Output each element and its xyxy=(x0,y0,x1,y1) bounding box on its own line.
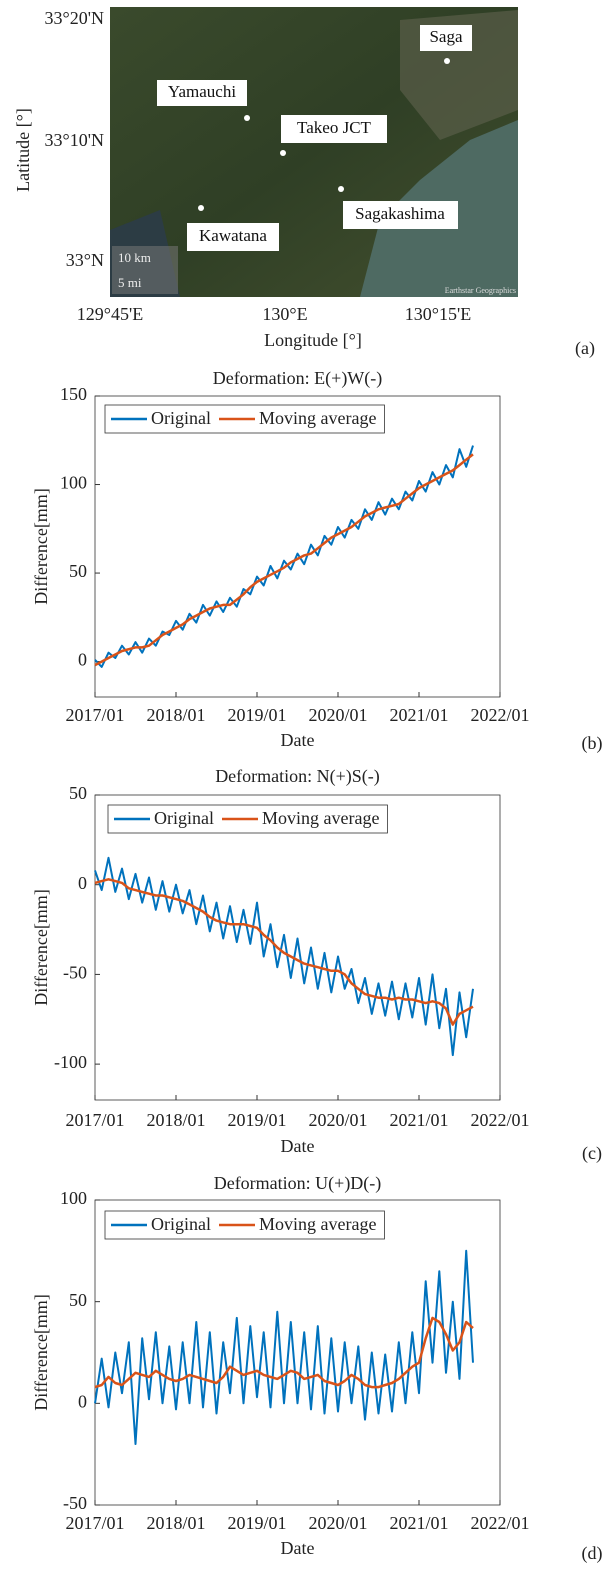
place-label: Saga xyxy=(429,27,463,46)
y-tick-label: -100 xyxy=(54,1052,87,1072)
place-box xyxy=(420,25,472,51)
y-axis-label: Difference[mm] xyxy=(31,488,51,605)
x-tick-label: 2022/01 xyxy=(470,1110,529,1130)
x-tick-label: 2020/01 xyxy=(308,705,367,725)
x-tick-label: 2019/01 xyxy=(227,1110,286,1130)
x-tick-label: 2017/01 xyxy=(65,705,124,725)
y-axis-label: Difference[mm] xyxy=(31,889,51,1006)
y-tick-label: 0 xyxy=(78,873,87,893)
scale-box xyxy=(112,246,178,294)
lat-label: 33°10'N xyxy=(45,130,104,150)
panel-label: (b) xyxy=(582,733,603,754)
legend-label: Moving average xyxy=(262,808,379,828)
plot-frame xyxy=(94,794,501,1101)
legend-label: Moving average xyxy=(259,408,376,428)
y-tick-label: 100 xyxy=(60,473,87,493)
x-tick-label: 2020/01 xyxy=(308,1110,367,1130)
series-line xyxy=(94,445,474,668)
x-tick-label: 2019/01 xyxy=(227,1513,286,1533)
x-axis-label: Date xyxy=(281,730,315,750)
attribution: Earthstar Geographics xyxy=(445,286,516,295)
legend-label: Original xyxy=(154,808,214,828)
y-tick-label: 0 xyxy=(78,1391,87,1411)
x-tick-label: 2021/01 xyxy=(389,705,448,725)
x-tick-label: 2017/01 xyxy=(65,1110,124,1130)
series-line xyxy=(94,878,474,1026)
place-label: Kawatana xyxy=(199,226,267,245)
x-tick-label: 2018/01 xyxy=(146,1513,205,1533)
lon-label: 130°E xyxy=(262,304,307,324)
place-label: Yamauchi xyxy=(168,82,236,101)
lat-label: 33°20'N xyxy=(45,8,104,28)
chart: Deformation: E(+)W(-) 0 50 100 150 2017/01 201… xyxy=(31,368,602,754)
legend-label: Original xyxy=(151,1214,211,1234)
x-tick-label: 2022/01 xyxy=(470,705,529,725)
place-dot xyxy=(244,115,250,121)
plot-frame xyxy=(94,395,501,698)
x-tick-label: 2018/01 xyxy=(146,705,205,725)
place-dot xyxy=(198,205,204,211)
y-tick-label: 50 xyxy=(69,783,87,803)
series-line xyxy=(94,453,474,667)
y-tick-label: 150 xyxy=(60,384,87,404)
y-axis-label: Latitude [°] xyxy=(13,108,33,192)
place-box xyxy=(343,201,458,229)
panel-label: (c) xyxy=(582,1143,602,1164)
y-tick-label: 100 xyxy=(60,1188,87,1208)
x-axis-label: Longitude [°] xyxy=(264,330,362,350)
y-tick-label: 0 xyxy=(78,650,87,670)
y-tick-label: 50 xyxy=(69,561,87,581)
place-box xyxy=(187,223,279,251)
lon-label: 129°45'E xyxy=(77,304,143,324)
x-tick-label: 2017/01 xyxy=(65,1513,124,1533)
place-dot xyxy=(280,150,286,156)
lon-label: 130°15'E xyxy=(405,304,471,324)
legend-label: Moving average xyxy=(259,1214,376,1234)
place-box xyxy=(281,115,387,143)
place-label: Takeo JCT xyxy=(297,118,371,137)
y-tick-label: -50 xyxy=(63,963,87,983)
scale-label: 5 mi xyxy=(118,275,142,290)
series-line xyxy=(94,1316,474,1389)
x-tick-label: 2018/01 xyxy=(146,1110,205,1130)
lat-label: 33°N xyxy=(66,250,104,270)
x-tick-label: 2020/01 xyxy=(308,1513,367,1533)
plot-frame xyxy=(94,1199,501,1506)
y-tick-label: 50 xyxy=(69,1290,87,1310)
x-tick-label: 2021/01 xyxy=(389,1513,448,1533)
series-line xyxy=(94,856,474,1057)
place-box xyxy=(157,80,247,106)
y-tick-label: -50 xyxy=(63,1493,87,1513)
chart-title: Deformation: E(+)W(-) xyxy=(213,368,383,389)
chart: Deformation: U(+)D(-) -50 0 50 100 2017/01 201… xyxy=(31,1173,602,1564)
legend-label: Original xyxy=(151,408,211,428)
x-tick-label: 2022/01 xyxy=(470,1513,529,1533)
place-dot xyxy=(444,58,450,64)
chart-title: Deformation: U(+)D(-) xyxy=(214,1173,382,1194)
x-tick-label: 2019/01 xyxy=(227,705,286,725)
panel-label: (d) xyxy=(582,1543,603,1564)
chart: Deformation: N(+)S(-) -100 -50 0 50 2017/01 20… xyxy=(31,766,602,1164)
scale-label: 10 km xyxy=(118,250,151,265)
place-dot xyxy=(338,186,344,192)
x-axis-label: Date xyxy=(281,1136,315,1156)
panel-label: (a) xyxy=(575,338,595,359)
map-panel: 10 km 5 mi Earthstar Geographics Saga Ya… xyxy=(13,7,595,359)
x-axis-label: Date xyxy=(281,1538,315,1558)
series-line xyxy=(94,1249,474,1445)
place-label: Sagakashima xyxy=(355,204,445,223)
chart-title: Deformation: N(+)S(-) xyxy=(215,766,380,787)
y-axis-label: Difference[mm] xyxy=(31,1294,51,1411)
x-tick-label: 2021/01 xyxy=(389,1110,448,1130)
